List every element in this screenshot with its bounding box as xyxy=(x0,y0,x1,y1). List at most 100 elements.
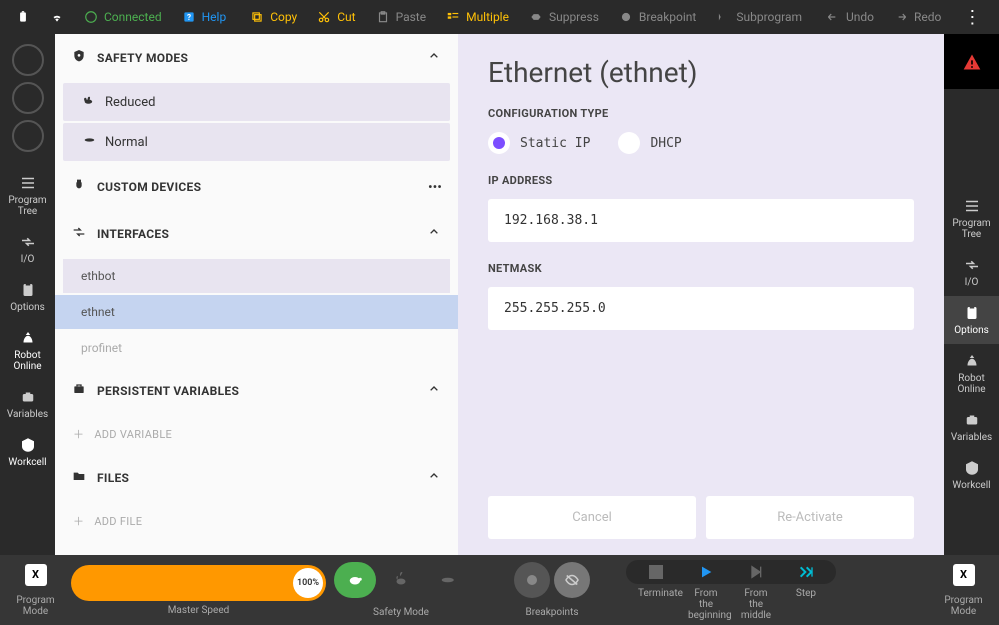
chevron-up-icon xyxy=(426,468,442,487)
indicator-circle xyxy=(12,44,44,76)
section-label: INTERFACES xyxy=(97,227,169,241)
nav-label: Robot Online xyxy=(13,350,41,372)
step-button[interactable] xyxy=(788,564,824,580)
netmask-label: NETMASK xyxy=(488,262,914,275)
top-toolbar: Connected ? Help Copy Cut Paste Multiple… xyxy=(0,0,999,34)
paste-button[interactable]: Paste xyxy=(368,6,435,28)
nav-io[interactable]: I/O xyxy=(944,248,999,296)
from-middle-label: From the middle xyxy=(738,588,774,621)
play-from-beginning[interactable] xyxy=(688,564,724,580)
indicator-circle xyxy=(12,82,44,114)
program-mode-label: Program Mode xyxy=(936,595,991,617)
copy-button[interactable]: Copy xyxy=(242,6,305,28)
subprogram-button[interactable]: Subprogram xyxy=(708,6,810,28)
nav-label: Variables xyxy=(7,409,48,420)
ip-address-input[interactable] xyxy=(488,199,914,242)
section-persistent-vars[interactable]: PERSISTENT VARIABLES xyxy=(55,367,458,414)
section-interfaces[interactable]: INTERFACES xyxy=(55,210,458,257)
safety-mode-normal[interactable]: Normal xyxy=(63,123,450,161)
add-label: ADD VARIABLE xyxy=(94,428,172,441)
more-icon[interactable]: ••• xyxy=(428,180,442,194)
nav-program-tree[interactable]: Program Tree xyxy=(0,166,55,225)
safety-mode-label: Safety Mode xyxy=(373,607,429,618)
nav-io[interactable]: I/O xyxy=(0,225,55,273)
section-custom-devices[interactable]: CUSTOM DEVICES ••• xyxy=(55,163,458,210)
help-button[interactable]: ? Help xyxy=(174,6,235,28)
nav-variables[interactable]: Variables xyxy=(944,403,999,451)
section-setup[interactable]: SETUP xyxy=(55,541,458,555)
from-beginning-label: From the beginning xyxy=(688,588,724,621)
alert-icon[interactable] xyxy=(944,34,999,89)
multiple-button[interactable]: Multiple xyxy=(438,6,517,28)
nav-variables[interactable]: Variables xyxy=(0,380,55,428)
play-from-middle[interactable] xyxy=(738,564,774,580)
item-label: profinet xyxy=(81,341,122,355)
section-files[interactable]: FILES xyxy=(55,454,458,501)
nav-options[interactable]: Options xyxy=(0,273,55,321)
section-label: CUSTOM DEVICES xyxy=(97,180,201,194)
program-mode-x-right[interactable]: X xyxy=(953,564,975,586)
nav-robot-online[interactable]: Robot Online xyxy=(0,321,55,380)
ip-address-label: IP ADDRESS xyxy=(488,174,914,187)
svg-text:?: ? xyxy=(187,12,191,22)
nav-program-tree[interactable]: Program Tree xyxy=(944,189,999,248)
program-mode-x-left[interactable]: X xyxy=(25,564,47,586)
wifi-icon xyxy=(42,6,72,28)
interface-ethnet[interactable]: ethnet xyxy=(55,295,458,329)
radio-unselected-icon xyxy=(618,132,640,154)
nav-label: Options xyxy=(10,302,45,313)
radio-selected-icon xyxy=(488,132,510,154)
chevron-up-icon xyxy=(426,48,442,67)
configuration-tree: SAFETY MODES Reduced Normal CUSTOM DEVIC… xyxy=(55,34,458,555)
undo-button[interactable]: Undo xyxy=(818,6,882,28)
plus-icon: ＋ xyxy=(73,513,84,529)
section-safety-modes[interactable]: SAFETY MODES xyxy=(55,34,458,81)
terminate-button[interactable] xyxy=(638,564,674,580)
detail-panel: Ethernet (ethnet) CONFIGURATION TYPE Sta… xyxy=(458,34,944,555)
chevron-up-icon xyxy=(426,224,442,243)
x-label: X xyxy=(32,568,39,581)
add-file-button[interactable]: ＋ADD FILE xyxy=(55,501,458,541)
right-rail: Program Tree I/O Options Robot Online Va… xyxy=(944,34,999,555)
cut-button[interactable]: Cut xyxy=(309,6,363,28)
plug-icon xyxy=(71,177,97,196)
left-rail: Program Tree I/O Options Robot Online Va… xyxy=(0,34,55,555)
nav-workcell[interactable]: Workcell xyxy=(0,428,55,476)
speed-knob[interactable]: 100% xyxy=(293,568,323,598)
indicator-circle xyxy=(12,120,44,152)
breakpoint-off[interactable] xyxy=(554,562,590,598)
master-speed-slider[interactable]: 100% xyxy=(71,565,326,601)
menu-button[interactable]: ⋮ xyxy=(953,7,991,28)
reactivate-button[interactable]: Re-Activate xyxy=(706,496,914,539)
radio-dhcp[interactable]: DHCP xyxy=(618,132,681,154)
cancel-button[interactable]: Cancel xyxy=(488,496,696,539)
multiple-label: Multiple xyxy=(466,10,509,24)
running-icon xyxy=(75,133,105,151)
paste-label: Paste xyxy=(396,10,427,24)
interface-profinet[interactable]: profinet xyxy=(63,331,450,365)
bottom-bar: X Program Mode 100% Master Speed Safety … xyxy=(0,555,999,625)
safety-mode-turtle[interactable] xyxy=(334,562,376,598)
suppress-button[interactable]: Suppress xyxy=(521,6,607,28)
item-label: Reduced xyxy=(105,95,155,110)
undo-label: Undo xyxy=(846,10,874,24)
connection-status[interactable]: Connected xyxy=(76,6,170,28)
breakpoint-button[interactable]: Breakpoint xyxy=(611,6,704,28)
breakpoint-dot[interactable] xyxy=(514,562,550,598)
subprogram-label: Subprogram xyxy=(736,10,802,24)
netmask-input[interactable] xyxy=(488,287,914,330)
breakpoints-label: Breakpoints xyxy=(525,607,578,618)
safety-mode-reduced[interactable]: Reduced xyxy=(63,83,450,121)
nav-robot-online[interactable]: Robot Online xyxy=(944,344,999,403)
redo-button[interactable]: Redo xyxy=(886,6,949,28)
add-variable-button[interactable]: ＋ADD VARIABLE xyxy=(55,414,458,454)
radio-static-ip[interactable]: Static IP xyxy=(488,132,590,154)
safety-mode-fast[interactable] xyxy=(426,562,468,598)
safety-mode-rabbit[interactable] xyxy=(380,562,422,598)
help-label: Help xyxy=(202,10,227,24)
battery-icon xyxy=(8,6,38,28)
nav-options[interactable]: Options xyxy=(944,296,999,344)
rabbit-icon xyxy=(75,93,105,111)
nav-workcell[interactable]: Workcell xyxy=(944,451,999,499)
interface-ethbot[interactable]: ethbot xyxy=(63,259,450,293)
